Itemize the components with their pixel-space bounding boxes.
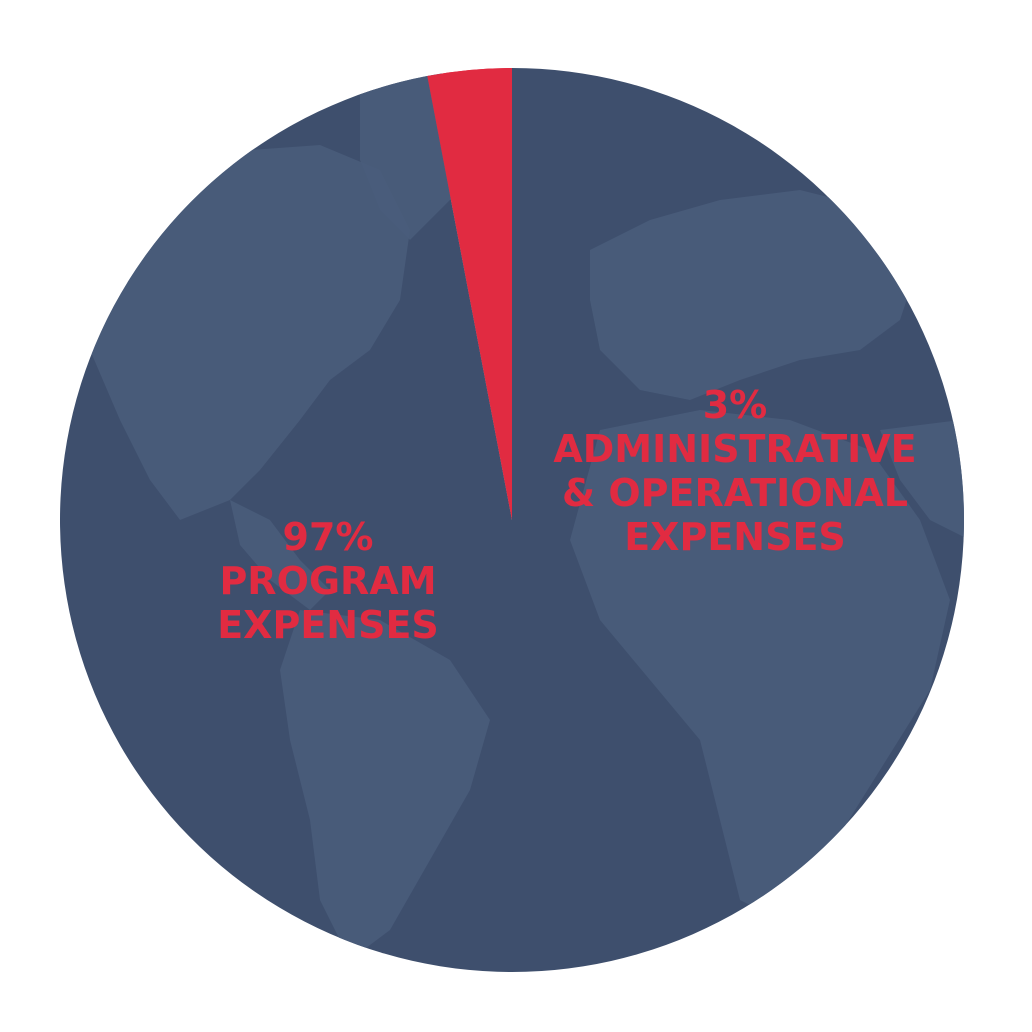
map-landmass-africa	[570, 410, 950, 920]
slice-label-admin-line2: & OPERATIONAL	[562, 471, 908, 515]
slice-label-program-pct: 97%	[282, 515, 374, 559]
map-landmass-madagascar	[932, 750, 960, 830]
slice-label-program-line2: EXPENSES	[217, 603, 439, 647]
slice-label-program-line1: PROGRAM	[219, 559, 437, 603]
map-landmass-central-america	[230, 500, 330, 610]
map-landmass-south-america	[280, 610, 490, 960]
slice-label-admin-line3: EXPENSES	[624, 515, 846, 559]
slice-label-admin-line1: ADMINISTRATIVE	[553, 427, 917, 471]
map-landmass-europe	[590, 190, 920, 400]
slice-label-program: 97% PROGRAM EXPENSES	[178, 515, 478, 647]
slice-label-admin: 3% ADMINISTRATIVE & OPERATIONAL EXPENSES	[530, 383, 940, 559]
pie-slice-admin-overlay	[427, 68, 512, 520]
slice-label-admin-pct: 3%	[702, 383, 768, 427]
